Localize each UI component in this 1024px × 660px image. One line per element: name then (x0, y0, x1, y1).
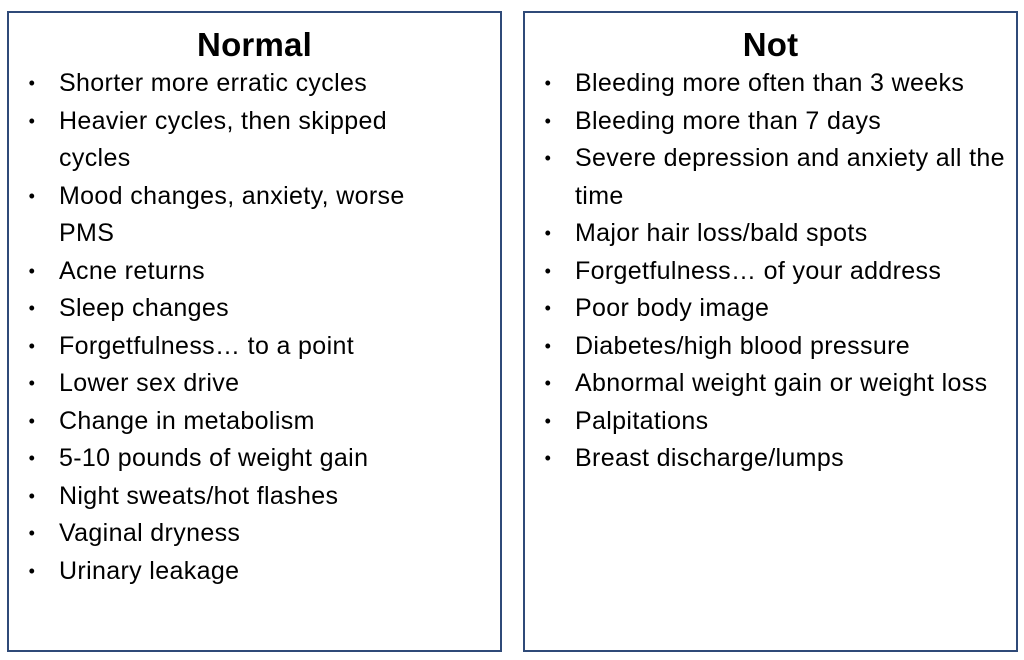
list-item: • Bleeding more often than 3 weeks (525, 65, 1016, 103)
bullet-icon: • (28, 110, 36, 131)
bullet-icon: • (28, 185, 36, 206)
bullet-icon: • (544, 223, 552, 243)
list-item-text: Lower sex drive (59, 369, 240, 397)
bullet-icon: • (28, 448, 36, 468)
not-panel: Not • Bleeding more often than 3 weeks • B… (523, 11, 1018, 652)
list-item: • Abnormal weight gain or weight loss (525, 365, 1016, 403)
list-item: • Urinary leakage (9, 553, 500, 591)
bullet-icon: • (544, 335, 552, 356)
bullet-icon: • (544, 148, 552, 168)
list-item: • Severe depression and anxiety all the t… (525, 140, 1016, 215)
list-item: • Forgetfulness… to a point (9, 328, 500, 366)
list-item-text: Breast discharge/lumps (575, 444, 844, 472)
list-item-text: Forgetfulness… to a point (59, 331, 355, 360)
bullet-icon: • (28, 485, 36, 506)
bullet-icon: • (28, 560, 36, 581)
bullet-icon: • (28, 523, 36, 543)
bullet-icon: • (28, 410, 36, 431)
bullet-icon: • (544, 73, 552, 93)
list-item-text: Diabetes/high blood pressure (575, 331, 911, 360)
list-item-text: Sleep changes (59, 294, 229, 322)
list-item-text: Forgetfulness… of your address (575, 256, 942, 285)
list-item-text: Heavier cycles, then skipped cycles (59, 106, 388, 173)
list-item-text: Change in metabolism (59, 406, 315, 435)
list-item: • Major hair loss/bald spots (525, 215, 1016, 253)
not-list: • Bleeding more often than 3 weeks • Bleed… (525, 65, 1016, 478)
bullet-icon: • (28, 260, 36, 281)
bullet-icon: • (544, 373, 552, 393)
not-title: Not (742, 26, 799, 63)
bullet-icon: • (544, 260, 552, 281)
list-item: • Vaginal dryness (9, 515, 500, 553)
list-item: • Acne returns (9, 253, 500, 291)
list-item: • Breast discharge/lumps (525, 440, 1016, 478)
list-item-text: Mood changes, anxiety, worse PMS (59, 181, 405, 248)
list-item: • Night sweats/hot flashes (9, 478, 500, 516)
list-item-text: Poor body image (575, 294, 770, 322)
normal-list: • Shorter more erratic cycles • Heavier cy… (9, 65, 500, 590)
list-item: • Forgetfulness… of your address (525, 253, 1016, 291)
list-item: • Heavier cycles, then skipped cycles (9, 103, 500, 178)
list-item-text: Palpitations (575, 406, 709, 435)
normal-title: Normal (197, 26, 312, 63)
list-item: • Mood changes, anxiety, worse PMS (9, 178, 500, 253)
bullet-icon: • (544, 110, 552, 131)
list-item-text: Bleeding more than 7 days (575, 106, 882, 135)
bullet-icon: • (28, 73, 36, 93)
bullet-icon: • (544, 448, 552, 468)
list-item: • Shorter more erratic cycles (9, 65, 500, 103)
list-item-text: Major hair loss/bald spots (575, 219, 868, 247)
list-item: • Diabetes/high blood pressure (525, 328, 1016, 366)
list-item-text: Abnormal weight gain or weight loss (575, 369, 988, 397)
bullet-icon: • (28, 335, 36, 356)
list-item-text: Urinary leakage (59, 556, 240, 585)
list-item-text: 5-10 pounds of weight gain (59, 444, 369, 472)
bullet-icon: • (28, 373, 36, 393)
bullet-icon: • (544, 410, 552, 431)
list-item: • 5-10 pounds of weight gain (9, 440, 500, 478)
list-item: • Palpitations (525, 403, 1016, 441)
list-item-text: Severe depression and anxiety all the ti… (575, 144, 1005, 210)
list-item: • Poor body image (525, 290, 1016, 328)
list-item-text: Night sweats/hot flashes (59, 481, 339, 510)
list-item: • Sleep changes (9, 290, 500, 328)
list-item: • Lower sex drive (9, 365, 500, 403)
normal-panel: Normal • Shorter more erratic cycles • Hea… (7, 11, 502, 652)
bullet-icon: • (28, 298, 36, 318)
list-item-text: Acne returns (59, 256, 205, 285)
list-item-text: Vaginal dryness (59, 519, 241, 547)
list-item: • Bleeding more than 7 days (525, 103, 1016, 141)
bullet-icon: • (544, 298, 552, 318)
list-item-text: Shorter more erratic cycles (59, 69, 368, 97)
list-item: • Change in metabolism (9, 403, 500, 441)
list-item-text: Bleeding more often than 3 weeks (575, 69, 965, 97)
